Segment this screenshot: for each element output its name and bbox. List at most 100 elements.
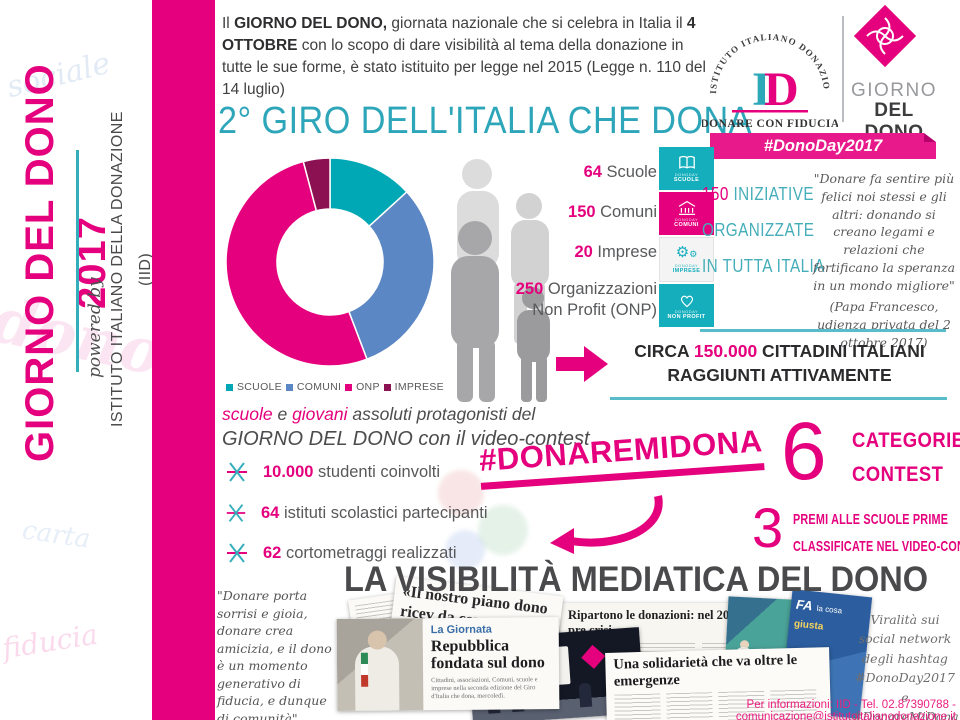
- asterisk-icon: [227, 462, 247, 482]
- category-badge-strip: DONODAY SCUOLE DONODAY COMUNI ⚙⚙ DONODAY…: [659, 147, 714, 327]
- intro-text: con lo scopo di dare visibilità al tema …: [222, 37, 706, 98]
- legend-swatch: [226, 383, 233, 391]
- chart-legend: SCUOLE COMUNI ONP IMPRESE: [226, 381, 444, 393]
- stat-label: Non Profit (ONP): [532, 301, 657, 320]
- reach-number: 150.000: [693, 341, 758, 361]
- legend-label: ONP: [356, 381, 380, 393]
- legend-label: IMPRESE: [394, 381, 444, 393]
- reach-text: CIRCA: [634, 341, 694, 361]
- stat-comuni: 150 Comuni: [568, 202, 657, 223]
- iid-underline: [732, 110, 808, 113]
- watermark-text: carta: [20, 515, 93, 555]
- social-virality-note: Viralità sui social network degli hashta…: [852, 612, 959, 720]
- bullet-label: cortometraggi realizzati: [281, 543, 457, 562]
- legend-swatch: [383, 383, 391, 391]
- intro-bold-giorno: GIORNO DEL DONO,: [234, 15, 388, 32]
- teal-divider-top: [700, 329, 946, 332]
- iniziative-stat: 150 INIZIATIVE ORGANIZZATE IN TUTTA ITAL…: [702, 176, 825, 284]
- caption-text: e: [272, 404, 293, 424]
- clipping-body: Cittadini, associazioni, Comuni, scuole …: [431, 675, 538, 700]
- stat-number: 150: [568, 203, 596, 221]
- legend-label: COMUNI: [296, 381, 342, 393]
- stat-imprese: 20 Imprese: [574, 242, 657, 263]
- intro-text: giornata nazionale che si celebra in Ita…: [387, 15, 687, 32]
- legend-item: ONP: [345, 381, 380, 393]
- book-icon: [678, 155, 695, 169]
- iniziative-line: INIZIATIVE: [728, 184, 814, 204]
- donut-slice-comuni: [347, 190, 435, 361]
- stat-label: Organizzazioni: [543, 280, 657, 298]
- iid-logo: ISTITUTO ITALIANO DONAZIONE I D DONARE C…: [702, 8, 838, 130]
- newspaper-clipping-repubblica: La Giornata Repubblica fondata sul dono …: [336, 617, 560, 711]
- badge-name: NON PROFIT: [667, 313, 706, 320]
- contest-categories-label: CATEGORIE CONTEST: [852, 424, 960, 492]
- tv-caption: la cosa: [816, 603, 843, 616]
- legend-item: IMPRESE: [383, 381, 444, 393]
- legend-label: SCUOLE: [237, 381, 282, 393]
- pope-photo: [336, 618, 424, 711]
- intro-text: Il: [222, 15, 235, 32]
- asterisk-icon: [227, 543, 247, 563]
- bank-icon: [678, 200, 695, 215]
- iid-letter-d: D: [764, 63, 799, 116]
- diamond-swirl-icon: [866, 17, 904, 55]
- legend-swatch: [285, 383, 293, 391]
- premi-line: CLASSIFICATE NEL VIDEO-CONTEST: [793, 538, 960, 555]
- reach-statement: CIRCA 150.000 CITTADINI ITALIANI RAGGIUN…: [607, 340, 952, 387]
- asterisk-icon: [226, 504, 246, 522]
- watermark-text: fiducia: [0, 617, 100, 666]
- bullet-label: istituti scolastici partecipanti: [279, 503, 488, 522]
- bullet-istituti: 64 istituti scolastici partecipanti: [224, 501, 488, 525]
- curved-arrow-icon: [550, 495, 663, 554]
- donut-chart: [225, 157, 435, 367]
- badge-tag: DONODAY: [674, 263, 699, 268]
- contest-number-3: 3: [752, 496, 784, 559]
- caption-line2: GIORNO DEL DONO con il video-contest: [222, 428, 590, 450]
- reach-text: RAGGIUNTI ATTIVAMENTE: [667, 364, 892, 385]
- stat-label: Scuole: [601, 163, 657, 181]
- intro-bold-date: 4 OTTOBRE: [222, 15, 696, 54]
- papa-francesco-quote: "Donare fa sentire più felici noi stessi…: [810, 170, 958, 352]
- clipping-headline: Repubblica fondata sul dono: [430, 637, 545, 673]
- caption-highlight: scuole: [222, 404, 273, 424]
- mattarella-quote: "Donare porta sorrisi e gioia, donare cr…: [217, 587, 339, 720]
- bullet-number: 64: [261, 503, 280, 522]
- sidebar-accent-bar: [152, 0, 215, 720]
- iid-tagline: DONARE CON FIDUCIA: [702, 118, 838, 130]
- badge-name: SCUOLE: [673, 176, 700, 183]
- tv-caption: giusta: [793, 618, 824, 633]
- badge-name: IMPRESE: [672, 268, 701, 274]
- footer-contact-info: Per informazioni: IID - Tel. 02.87390788…: [735, 699, 956, 720]
- reach-text: CITTADINI ITALIANI: [757, 341, 925, 361]
- stat-onp: 250 Organizzazioni Non Profit (ONP): [516, 279, 657, 322]
- categories-line: CATEGORIE: [852, 429, 960, 452]
- premi-line: PREMI ALLE SCUOLE PRIME: [793, 511, 949, 528]
- badge-name: COMUNI: [674, 221, 699, 228]
- iniziative-line: IN TUTTA ITALIA: [702, 256, 825, 276]
- teal-divider-bottom: [610, 397, 947, 400]
- contest-number-6: 6: [781, 406, 827, 497]
- iniziative-line: ORGANIZZATE: [702, 220, 815, 240]
- stat-number: 64: [583, 163, 602, 181]
- bullet-label: studenti coinvolti: [313, 462, 441, 481]
- bullet-number: 62: [263, 543, 282, 562]
- arrow-right-icon: [556, 346, 608, 382]
- stat-label: Imprese: [592, 243, 657, 261]
- badge-tag: DONODAY: [674, 216, 699, 222]
- sidebar-divider-line: [76, 150, 79, 372]
- badge-tag: DONODAY: [674, 308, 699, 314]
- bullet-studenti: 10.000 studenti coinvolti: [224, 459, 440, 485]
- donut-slice-imprese: [302, 157, 331, 212]
- intro-paragraph: Il GIORNO DEL DONO, giornata nazionale c…: [222, 13, 710, 101]
- heart-icon: [680, 295, 693, 307]
- categories-line: CONTEST: [852, 463, 944, 486]
- badge-imprese: ⚙⚙ DONODAY IMPRESE: [659, 237, 714, 282]
- quote-attribution: (Papa Francesco, udienza privata del 2 o…: [817, 299, 951, 350]
- quote-text: "Donare fa sentire più felici noi stessi…: [812, 171, 956, 293]
- iniziative-number: 150: [702, 184, 729, 204]
- contest-premi-label: PREMI ALLE SCUOLE PRIME CLASSIFICATE NEL…: [793, 506, 960, 560]
- family-silhouette-icon: [451, 159, 550, 402]
- protagonisti-caption: scuole e giovani assoluti protagonisti d…: [222, 404, 590, 451]
- clipping-kicker: La Giornata: [430, 623, 492, 637]
- badge-non-profit: DONODAY NON PROFIT: [659, 284, 714, 327]
